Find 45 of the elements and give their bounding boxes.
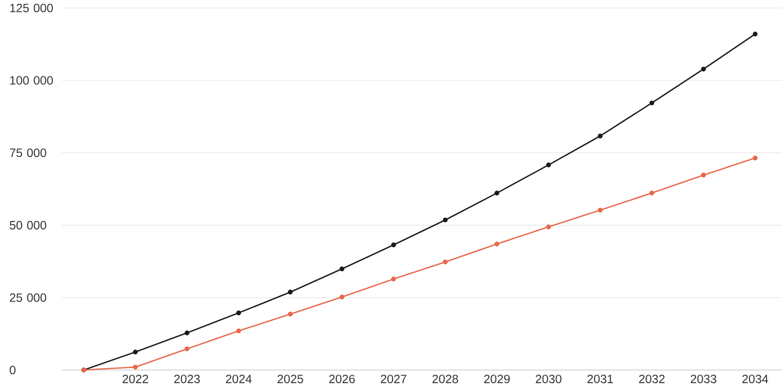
point [442, 260, 448, 264]
y-tick-label: 125 000 [10, 4, 53, 12]
point [288, 312, 293, 316]
point [598, 208, 603, 213]
x-tick-label: 2025 [278, 374, 304, 384]
point [132, 364, 138, 370]
point [236, 328, 242, 334]
point [494, 242, 500, 246]
point [598, 134, 603, 138]
x-tick-label: 2026 [329, 374, 355, 384]
point [391, 242, 396, 248]
x-tick-label: 2033 [690, 374, 716, 384]
point [442, 218, 448, 222]
point [340, 266, 344, 272]
x-tick-label: 2032 [639, 374, 665, 384]
x-tick-label: 2027 [380, 374, 406, 384]
x-tick-label: 2022 [122, 374, 148, 384]
point [752, 156, 758, 160]
point [132, 350, 138, 354]
x-tick-label: 2028 [432, 374, 458, 384]
point [701, 66, 706, 72]
point [494, 190, 500, 196]
y-tick-label: 75 000 [10, 148, 46, 158]
point [236, 310, 242, 316]
y-tick-label: 50 000 [10, 220, 46, 230]
y-tick-label: 0 [10, 366, 16, 374]
y-tick-label: 100 000 [10, 76, 53, 85]
x-tick-label: 2029 [484, 374, 510, 384]
point [752, 32, 758, 36]
x-tick-label: 2034 [742, 374, 768, 384]
point [649, 190, 654, 196]
y-tick-label: 25 000 [10, 293, 46, 302]
point [546, 162, 551, 168]
point [391, 276, 396, 282]
point [701, 172, 706, 178]
x-tick-label: 2031 [587, 374, 613, 384]
point [340, 294, 344, 300]
point [184, 346, 190, 352]
x-tick-label: 2023 [174, 374, 200, 384]
point [546, 224, 551, 230]
point [649, 100, 654, 106]
x-tick-label: 2024 [226, 374, 252, 384]
point [288, 290, 293, 294]
point [184, 330, 190, 336]
x-tick-label: 2030 [536, 374, 562, 384]
